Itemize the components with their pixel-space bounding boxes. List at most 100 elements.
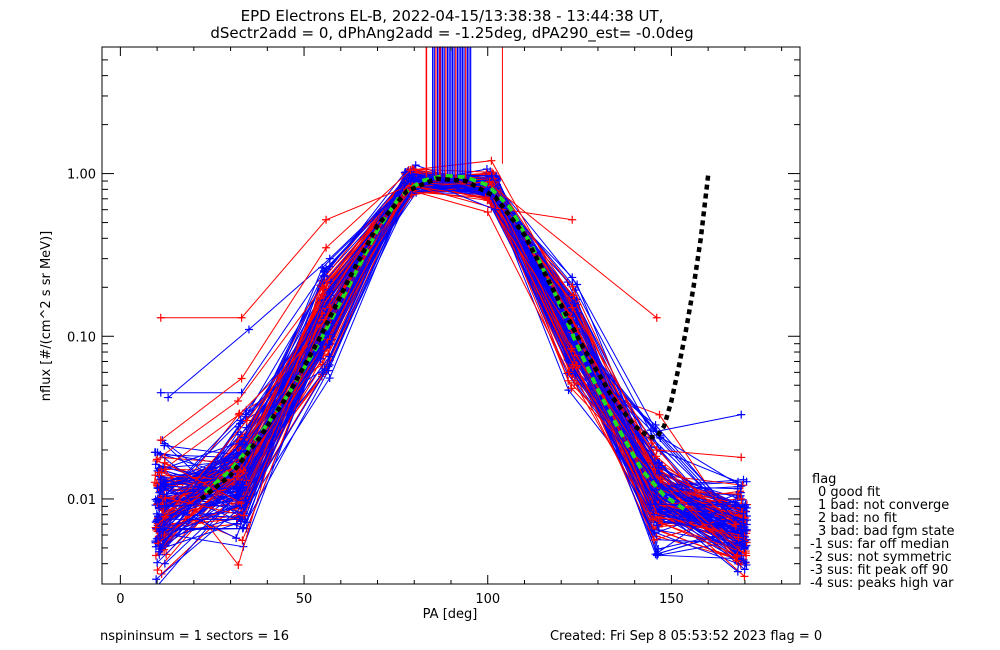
red-sector-series-marker <box>151 471 160 480</box>
legend-item: 0 good fit <box>818 485 880 500</box>
legend-title: flag <box>812 472 836 487</box>
red-sector-series-line <box>164 181 738 558</box>
red-sector-series-marker <box>318 283 327 292</box>
blue-sector-series-marker <box>244 325 253 334</box>
chart-title-line2: dSectr2add = 0, dPhAng2add = -1.25deg, d… <box>210 24 693 43</box>
blue-sector-series-marker <box>159 490 168 499</box>
red-sector-series-marker <box>652 445 661 454</box>
red-sector-series-marker <box>156 436 165 445</box>
red-sector-series-line <box>160 184 573 319</box>
red-sector-series-marker <box>152 456 161 465</box>
red-sector-series-marker <box>742 551 751 560</box>
blue-sector-series-marker <box>655 469 664 478</box>
blue-sector-series-marker <box>156 474 165 483</box>
red-sector-series-marker <box>568 215 577 224</box>
blue-sector-series-marker <box>568 273 577 282</box>
blue-sector-series-marker <box>570 299 579 308</box>
red-sector-series-marker <box>318 290 327 299</box>
blue-sector-series-marker <box>160 559 169 568</box>
y-axis-label: nflux [#/(cm^2 s sr MeV)] <box>39 231 54 401</box>
red-sector-series-marker <box>732 552 741 561</box>
red-sector-series-marker <box>412 168 421 177</box>
blue-sector-series-marker <box>152 575 161 584</box>
red-sector-series-marker <box>237 313 246 322</box>
blue-sector-series-marker <box>238 524 247 533</box>
red-sector-series-marker <box>160 458 169 467</box>
red-sector-series-line <box>491 184 658 319</box>
blue-sector-series-marker <box>411 161 420 170</box>
blue-sector-series-marker <box>651 499 660 508</box>
blue-sector-series-marker <box>741 500 750 509</box>
blue-sector-series-marker <box>156 542 165 551</box>
model-curve <box>199 174 711 501</box>
red-sector-series-marker <box>322 215 331 224</box>
red-sector-series-marker <box>740 572 749 581</box>
blue-sector-series-marker <box>742 525 751 534</box>
red-sector-series-marker <box>483 208 492 217</box>
x-tick-label: 0 <box>116 592 124 607</box>
chart-title-line1: EPD Electrons EL-B, 2022-04-15/13:38:38 … <box>241 7 664 25</box>
red-sector-series-line <box>156 188 738 556</box>
red-sector-series-marker <box>734 490 743 499</box>
blue-sector-series-marker <box>155 488 164 497</box>
axis-layer: 0 50 100 150 0.01 0.10 1.00 <box>67 46 800 607</box>
blue-sector-series-marker <box>742 477 751 486</box>
red-sector-series-marker <box>732 520 741 529</box>
red-sector-series-marker <box>406 166 415 175</box>
red-sector-series-marker <box>652 313 661 322</box>
blue-sector-series-marker <box>740 565 749 574</box>
red-sector-series-marker <box>568 282 577 291</box>
blue-sector-series-marker <box>325 254 334 263</box>
blue-sector-series-marker <box>324 330 333 339</box>
red-sector-series-marker <box>567 384 576 393</box>
blue-sector-series-marker <box>410 173 419 182</box>
blue-sector-series-marker <box>155 525 164 534</box>
red-sector-series-marker <box>237 374 246 383</box>
red-sector-series-marker <box>737 453 746 462</box>
blue-sector-series-marker <box>322 264 331 273</box>
legend-item: -4 sus: peaks high var <box>810 576 954 591</box>
blue-sector-series-marker <box>154 503 163 512</box>
red-sector-series-marker <box>322 243 331 252</box>
y-tick-label: 0.10 <box>67 330 96 345</box>
blue-sector-series-marker <box>325 352 334 361</box>
blue-sector-series-marker <box>153 558 162 567</box>
blue-sector-series-marker <box>232 534 241 543</box>
red-sector-series-marker <box>233 396 242 405</box>
blue-sector-series-line <box>167 176 742 487</box>
blue-sector-series-marker <box>164 393 173 402</box>
blue-sector-series-marker <box>649 510 658 519</box>
red-sector-series-marker <box>239 511 248 520</box>
y-tick-label: 0.01 <box>67 493 96 508</box>
blue-sector-series-marker <box>324 340 333 349</box>
red-sector-series-marker <box>734 533 743 542</box>
fit-curve <box>203 173 688 513</box>
red-sector-series-marker <box>156 313 165 322</box>
legend-item: -2 sus: not symmetric <box>810 550 952 565</box>
blue-sector-series-marker <box>158 534 167 543</box>
x-tick-label: 50 <box>296 592 313 607</box>
blue-sector-series-line <box>160 180 742 432</box>
blue-sector-series-marker <box>654 526 663 535</box>
red-sector-series-marker <box>737 495 746 504</box>
red-sector-series-marker <box>485 177 494 186</box>
blue-sector-series-marker <box>487 171 496 180</box>
blue-sector-series-line <box>157 181 744 537</box>
red-sector-series-marker <box>733 551 742 560</box>
blue-sector-series-marker <box>732 490 741 499</box>
footer-left: nspininsum = 1 sectors = 16 <box>100 629 289 644</box>
blue-sector-series-marker <box>156 482 165 491</box>
blue-sector-series-marker <box>235 484 244 493</box>
blue-sector-series-line <box>166 178 744 520</box>
blue-sector-series-marker <box>739 532 748 541</box>
legend-item: -3 sus: fit peak off 90 <box>810 563 948 578</box>
blue-sector-series-marker <box>151 495 160 504</box>
red-sector-series-marker <box>151 523 160 532</box>
blue-sector-series-marker <box>241 496 250 505</box>
blue-sector-series-marker <box>739 509 748 518</box>
red-sector-series-marker <box>234 560 243 569</box>
blue-sector-series-marker <box>155 583 157 584</box>
x-tick-label: 100 <box>475 592 500 607</box>
blue-sector-series-marker <box>738 495 747 504</box>
red-sector-series-marker <box>153 455 162 464</box>
